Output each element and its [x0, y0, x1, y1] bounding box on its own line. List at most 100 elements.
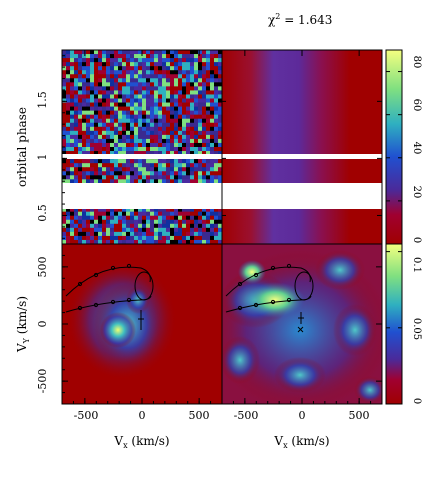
noise-cell [86, 134, 91, 140]
noise-cell [150, 122, 155, 128]
noise-cell [186, 167, 191, 172]
noise-cell [190, 130, 195, 136]
noise-cell [70, 211, 75, 217]
noise-cell [62, 74, 67, 79]
noise-cell [106, 58, 111, 63]
noise-cell [174, 110, 179, 115]
noise-cell [166, 207, 171, 212]
noise-cell [186, 239, 191, 245]
noise-cell [134, 94, 139, 99]
noise-cell [146, 171, 151, 176]
noise-cell [66, 122, 71, 128]
noise-cell [134, 82, 139, 87]
noise-cell [158, 142, 163, 148]
noise-cell [210, 90, 215, 95]
noise-cell [210, 130, 215, 136]
noise-cell [178, 231, 183, 237]
noise-cell [110, 163, 115, 168]
noise-cell [166, 171, 171, 176]
noise-cell [130, 239, 135, 245]
noise-cell [170, 151, 175, 156]
noise-cell [202, 227, 207, 233]
noise-cell [74, 66, 79, 71]
noise-cell [62, 66, 67, 71]
noise-cell [94, 82, 99, 87]
noise-cell [210, 215, 215, 221]
noise-cell [130, 215, 135, 221]
noise-cell [182, 151, 187, 156]
noise-cell [170, 78, 175, 83]
noise-cell [82, 134, 87, 140]
noise-cell [210, 86, 215, 91]
noise-cell [134, 179, 139, 184]
noise-cell [174, 118, 179, 124]
noise-cell [70, 159, 75, 164]
noise-cell [150, 70, 155, 75]
noise-cell [86, 118, 91, 124]
noise-cell [130, 138, 135, 144]
noise-cell [158, 130, 163, 136]
noise-cell [214, 98, 219, 103]
noise-cell [206, 66, 211, 71]
noise-cell [182, 58, 187, 63]
noise-cell [162, 94, 167, 99]
noise-cell [174, 98, 179, 103]
noise-cell [162, 239, 167, 245]
noise-cell [178, 219, 183, 225]
noise-cell [210, 167, 215, 172]
noise-cell [206, 215, 211, 221]
noise-cell [122, 98, 127, 103]
noise-cell [210, 175, 215, 180]
noise-cell [170, 215, 175, 221]
noise-cell [182, 98, 187, 103]
noise-cell [66, 114, 71, 120]
noise-cell [114, 82, 119, 87]
noise-cell [170, 130, 175, 136]
noise-cell [82, 231, 87, 237]
noise-cell [118, 175, 123, 180]
noise-cell [82, 163, 87, 168]
noise-cell [110, 122, 115, 128]
noise-cell [70, 239, 75, 245]
noise-cell [214, 78, 219, 83]
noise-cell [110, 70, 115, 75]
noise-cell [150, 239, 155, 245]
noise-cell [146, 235, 151, 241]
noise-cell [186, 50, 191, 55]
noise-cell [142, 50, 147, 55]
noise-cell [130, 74, 135, 79]
noise-cell [70, 118, 75, 124]
noise-cell [126, 223, 131, 229]
noise-cell [102, 219, 107, 225]
noise-cell [182, 207, 187, 212]
noise-cell [126, 179, 131, 184]
noise-cell [154, 171, 159, 176]
noise-cell [142, 142, 147, 148]
noise-cell [130, 219, 135, 225]
noise-cell [150, 211, 155, 217]
noise-cell [190, 78, 195, 83]
noise-cell [78, 179, 83, 184]
noise-cell [198, 82, 203, 87]
noise-cell [106, 102, 111, 107]
vy-tick-500: 500 [36, 257, 49, 278]
noise-cell [86, 50, 91, 55]
noise-cell [122, 110, 127, 115]
noise-cell [150, 159, 155, 164]
noise-cell [70, 110, 75, 115]
noise-cell [190, 82, 195, 87]
noise-cell [198, 114, 203, 120]
noise-cell [150, 50, 155, 55]
noise-cell [70, 94, 75, 99]
noise-cell [122, 66, 127, 71]
noise-cell [102, 70, 107, 75]
noise-cell [182, 215, 187, 221]
noise-cell [94, 62, 99, 67]
noise-cell [150, 235, 155, 241]
noise-cell [158, 110, 163, 115]
noise-cell [62, 207, 67, 212]
noise-cell [126, 151, 131, 156]
noise-cell [206, 175, 211, 180]
noise-cell [186, 110, 191, 115]
noise-cell [130, 114, 135, 120]
